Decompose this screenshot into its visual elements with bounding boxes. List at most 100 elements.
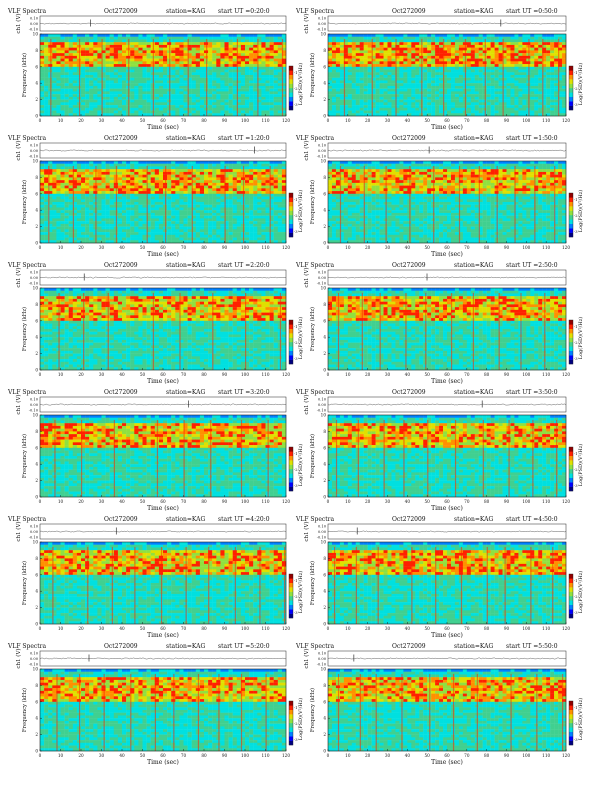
channel-tick-label: 0.00 [30,149,39,153]
spectrogram-cell [266,177,270,180]
spectrogram-cell [216,45,220,48]
spectrogram-cell [435,108,439,111]
spectrogram-cell [212,37,216,40]
sferic-spike [79,39,80,116]
spectrogram-cell [360,89,364,92]
spectrogram-cell [155,188,159,191]
spectrogram-cell [110,100,114,103]
spectrogram-cell [530,91,534,94]
x-tick-label: 10 [58,118,64,123]
spectrogram-cell [229,186,233,189]
spectrogram-cell [179,39,183,42]
spectrogram-cell [241,108,245,111]
spectrogram-cell [479,50,483,53]
spectrogram-cell [69,78,73,81]
spectrogram-cell [274,89,278,92]
spectrogram-cell [423,97,427,100]
spectrogram-cell [431,75,435,78]
spectrogram-cell [261,70,265,73]
spectrogram-cell [114,64,118,67]
spectrogram-cell [530,67,534,70]
spectrogram-cell [356,78,360,81]
spectrogram-cell [431,67,435,70]
spectrogram-cell [134,80,138,83]
spectrogram-cell [143,64,147,67]
spectrogram-cell [282,166,286,169]
spectrogram-cell [336,105,340,108]
spectrogram-cell [245,175,249,178]
spectrogram-cell [407,34,411,37]
spectrogram-cell [471,105,475,108]
spectrogram-cell [384,48,388,51]
spectrogram-cell [479,91,483,94]
spectrogram-cell [175,197,179,200]
spectrogram-cell [106,70,110,73]
spectrogram-cell [388,48,392,51]
spectrogram-cell [212,39,216,42]
spectrogram-cell [384,105,388,108]
spectrogram-cell [348,100,352,103]
spectrogram-cell [241,53,245,56]
spectrogram-cell [196,202,200,205]
spectrogram-cell [332,91,336,94]
spectrogram-cell [85,56,89,59]
spectrogram-cell [179,191,183,194]
spectrogram-cell [360,56,364,59]
spectrogram-cell [376,94,380,97]
spectrogram-cell [384,72,388,75]
spectrogram-cell [229,108,233,111]
spectrogram-cell [188,191,192,194]
spectrogram-cell [534,83,538,86]
spectrogram-cell [328,78,332,81]
spectrogram-cell [332,48,336,51]
spectrogram-cell [44,197,48,200]
spectrogram-cell [352,67,356,70]
spectrogram-cell [514,105,518,108]
spectrogram-cell [388,111,392,114]
spectrogram-cell [184,207,188,210]
spectrogram-cell [249,100,253,103]
spectrogram-cell [118,97,122,100]
spectrogram-cell [534,91,538,94]
spectrogram-cell [356,111,360,114]
spectrogram-cell [130,108,134,111]
spectrogram-cell [439,102,443,105]
spectrogram-cell [360,83,364,86]
spectrogram-cell [403,91,407,94]
spectrogram-cell [89,199,93,202]
spectrogram-cell [229,100,233,103]
spectrogram-cell [530,70,534,73]
spectrogram-cell [155,37,159,40]
spectrogram-cell [208,175,212,178]
spectrogram-cell [44,169,48,172]
spectrogram-cell [208,105,212,108]
spectrogram-cell [360,64,364,67]
spectrogram-cell [245,70,249,73]
spectrogram-cell [368,105,372,108]
spectrogram-cell [253,86,257,89]
spectrogram-cell [155,100,159,103]
spectrogram-cell [102,183,106,186]
spectrogram-cell [546,37,550,40]
spectrogram-cell [196,45,200,48]
spectrogram-cell [403,75,407,78]
spectrogram-cell [216,202,220,205]
spectrogram-cell [253,194,257,197]
spectrogram-cell [204,197,208,200]
spectrogram-cell [471,70,475,73]
spectrogram-cell [479,83,483,86]
spectrogram-cell [40,70,44,73]
spectrogram-cell [77,164,81,167]
spectrogram-cell [495,86,499,89]
spectrogram-cell [130,72,134,75]
spectrogram-cell [471,83,475,86]
spectrogram-cell [93,105,97,108]
spectrogram-cell [479,53,483,56]
spectrogram-cell [159,186,163,189]
spectrogram-cell [278,97,282,100]
spectrogram-cell [130,216,134,219]
spectrogram-cell [225,64,229,67]
spectrogram-cell [241,102,245,105]
spectrogram-cell [455,86,459,89]
spectrogram-cell [65,216,69,219]
